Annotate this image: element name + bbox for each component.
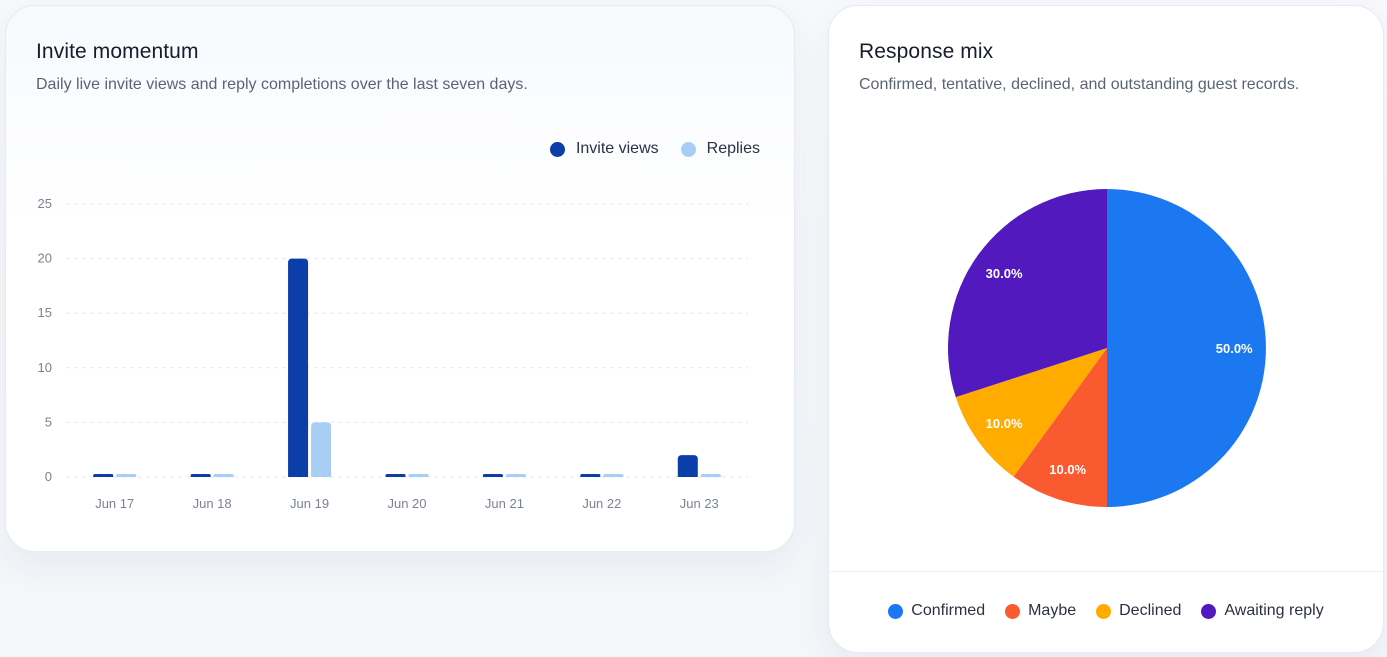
- replies-swatch: [680, 141, 696, 157]
- x-tick-label: Jun 22: [582, 496, 621, 511]
- pie-slice-confirmed[interactable]: [1107, 189, 1266, 507]
- bar-replies-jun-17[interactable]: [116, 474, 137, 477]
- legend-label-awaiting-reply: Awaiting reply: [1224, 602, 1324, 619]
- invite-momentum-subtitle: Daily live invite views and reply comple…: [36, 76, 528, 93]
- bar-invite-views-jun-18[interactable]: [190, 474, 211, 477]
- awaiting-reply-swatch: [1201, 603, 1217, 619]
- x-tick-label: Jun 21: [485, 496, 524, 511]
- invite-momentum-title: Invite momentum: [36, 40, 199, 63]
- legend-label-maybe: Maybe: [1028, 602, 1077, 619]
- pie-chart: 50.0% 10.0% 10.0% 30.0%: [948, 189, 1266, 507]
- bar-invite-views-jun-22[interactable]: [580, 474, 601, 477]
- response-mix-subtitle: Confirmed, tentative, declined, and outs…: [859, 76, 1300, 93]
- pie-chart-legend: Confirmed Maybe Declined Awaiting reply: [829, 602, 1383, 620]
- bar-replies-jun-23[interactable]: [700, 474, 721, 477]
- legend-label-confirmed: Confirmed: [911, 602, 986, 619]
- response-mix-title: Response mix: [859, 40, 994, 63]
- y-tick-label: 10: [38, 360, 52, 375]
- legend-item-confirmed[interactable]: Confirmed: [888, 602, 985, 620]
- pie-slice-awaiting-reply[interactable]: [948, 189, 1107, 398]
- x-tick-label: Jun 19: [290, 496, 329, 511]
- legend-item-declined[interactable]: Declined: [1096, 602, 1181, 620]
- pie-label-awaiting-reply: 30.0%: [986, 266, 1023, 281]
- invite-views-swatch: [549, 141, 565, 157]
- declined-swatch: [1096, 603, 1112, 619]
- legend-item-maybe[interactable]: Maybe: [1005, 602, 1076, 620]
- legend-item-awaiting-reply[interactable]: Awaiting reply: [1201, 602, 1324, 620]
- y-tick-label: 25: [38, 196, 52, 211]
- bar-replies-jun-19[interactable]: [311, 422, 332, 477]
- bar-chart: 0 5 10 15 20 25 Jun 17 Jun 18 Jun 19 Jun 20 Jun 21…: [38, 196, 748, 511]
- pie-label-confirmed: 50.0%: [1216, 341, 1253, 356]
- legend-divider: [829, 571, 1383, 572]
- invite-momentum-card: Invite momentum Daily live invite views …: [5, 5, 795, 552]
- pie-label-maybe: 10.0%: [1049, 462, 1086, 477]
- x-tick-label: Jun 17: [95, 496, 134, 511]
- bar-chart-legend: Invite views Replies: [549, 140, 760, 158]
- y-tick-label: 15: [38, 305, 52, 320]
- bar-replies-jun-22[interactable]: [603, 474, 624, 477]
- x-tick-label: Jun 18: [193, 496, 232, 511]
- bar-replies-jun-21[interactable]: [505, 474, 526, 477]
- bar-invite-views-jun-19[interactable]: [288, 258, 309, 477]
- pie-slice-maybe[interactable]: [1013, 348, 1107, 507]
- bar-invite-views-jun-20[interactable]: [385, 474, 406, 477]
- maybe-swatch: [1005, 603, 1021, 619]
- bar-replies-jun-20[interactable]: [408, 474, 429, 477]
- legend-label-replies: Replies: [706, 140, 760, 157]
- x-tick-label: Jun 20: [387, 496, 426, 511]
- y-tick-label: 20: [38, 251, 52, 266]
- confirmed-swatch: [888, 603, 904, 619]
- bar-invite-views-jun-23[interactable]: [677, 455, 698, 477]
- bar-replies-jun-18[interactable]: [213, 474, 234, 477]
- legend-label-declined: Declined: [1119, 602, 1182, 619]
- pie-slice-declined[interactable]: [955, 348, 1107, 477]
- y-tick-label: 0: [45, 469, 52, 484]
- legend-item-invite-views[interactable]: Invite views: [549, 140, 659, 158]
- response-mix-card: Response mix Confirmed, tentative, decli…: [828, 5, 1384, 653]
- legend-item-replies[interactable]: Replies: [680, 140, 760, 158]
- pie-label-declined: 10.0%: [986, 416, 1023, 431]
- x-tick-label: Jun 23: [680, 496, 719, 511]
- legend-label-invite-views: Invite views: [575, 140, 659, 157]
- y-tick-label: 5: [45, 414, 52, 429]
- bar-invite-views-jun-21[interactable]: [482, 474, 503, 477]
- bar-invite-views-jun-17[interactable]: [93, 474, 114, 477]
